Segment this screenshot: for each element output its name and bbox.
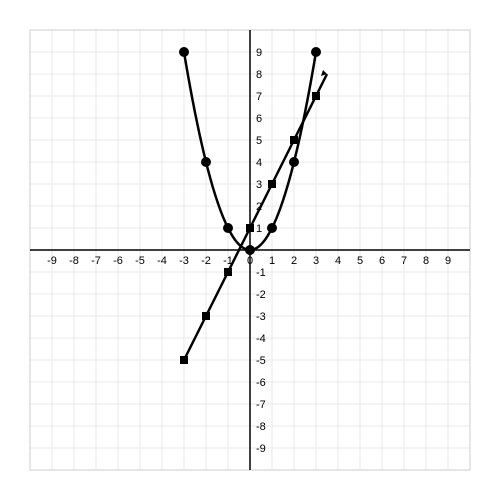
- y-tick-label: 6: [256, 113, 262, 125]
- x-tick-label: 2: [291, 255, 297, 267]
- x-tick-label: 3: [313, 255, 319, 267]
- parabola-marker: [223, 223, 233, 233]
- line-marker: [290, 136, 298, 144]
- chart-svg: -9 -8 -7 -6 -5 -4 -3 -2 -10 1 2 3 4 5 6 7 8 9 -9 -8 -7 -6 -5 -4…: [0, 0, 500, 500]
- y-tick-label: -7: [256, 399, 266, 411]
- parabola-marker: [267, 223, 277, 233]
- y-tick-label: -9: [256, 443, 266, 455]
- x-tick-label: -9: [47, 255, 57, 267]
- x-tick-label: -6: [113, 255, 123, 267]
- x-tick-label: -4: [157, 255, 167, 267]
- line-marker: [180, 356, 188, 364]
- x-tick-label: 1: [269, 255, 275, 267]
- parabola-marker: [311, 47, 321, 57]
- y-tick-label: 7: [256, 91, 262, 103]
- x-tick-label: -7: [91, 255, 101, 267]
- y-tick-label: -4: [256, 333, 266, 345]
- x-tick-label: -5: [135, 255, 145, 267]
- y-tick-label: 9: [256, 47, 262, 59]
- x-tick-label: 4: [335, 255, 341, 267]
- line-marker: [246, 224, 254, 232]
- y-tick-label: 5: [256, 135, 262, 147]
- y-tick-label: -5: [256, 355, 266, 367]
- parabola-marker: [245, 245, 255, 255]
- x-tick-label: -2: [201, 255, 211, 267]
- y-tick-label: -2: [256, 289, 266, 301]
- y-tick-label: -3: [256, 311, 266, 323]
- x-tick-label: 5: [357, 255, 363, 267]
- parabola-marker: [201, 157, 211, 167]
- x-tick-label: 9: [445, 255, 451, 267]
- y-tick-label: 3: [256, 179, 262, 191]
- x-tick-label: 0: [247, 255, 253, 267]
- x-tick-label: -3: [179, 255, 189, 267]
- y-tick-label: 1: [256, 223, 262, 235]
- x-tick-label: 8: [423, 255, 429, 267]
- line-marker: [268, 180, 276, 188]
- chart-container: -9 -8 -7 -6 -5 -4 -3 -2 -10 1 2 3 4 5 6 7 8 9 -9 -8 -7 -6 -5 -4…: [0, 0, 500, 500]
- parabola-marker: [179, 47, 189, 57]
- parabola-marker: [289, 157, 299, 167]
- y-tick-label: -6: [256, 377, 266, 389]
- y-tick-label: 4: [256, 157, 262, 169]
- line-marker: [312, 92, 320, 100]
- y-tick-label: -8: [256, 421, 266, 433]
- line-marker: [202, 312, 210, 320]
- x-tick-label: 7: [401, 255, 407, 267]
- y-tick-label: 8: [256, 69, 262, 81]
- x-tick-label: 6: [379, 255, 385, 267]
- y-tick-label: -1: [256, 267, 266, 279]
- x-tick-label: -8: [69, 255, 79, 267]
- line-marker: [224, 268, 232, 276]
